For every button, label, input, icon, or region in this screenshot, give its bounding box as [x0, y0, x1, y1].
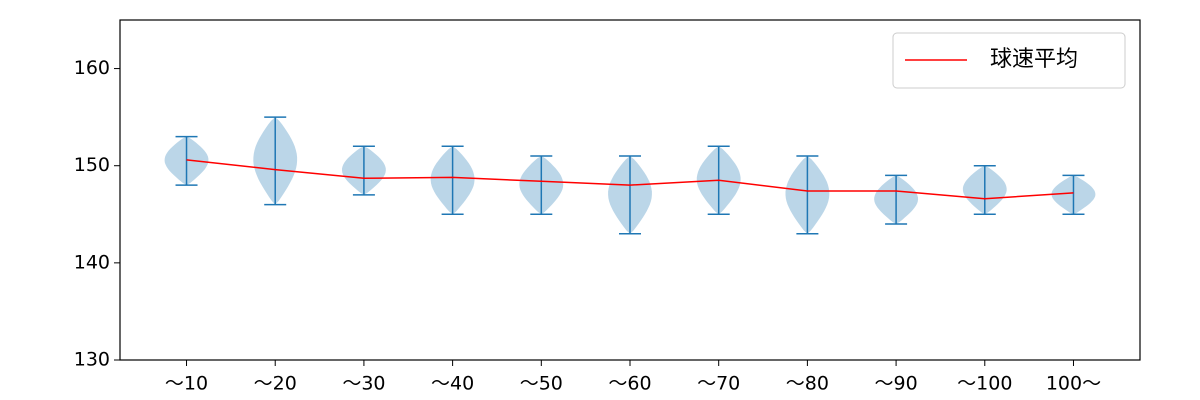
legend-box: [892, 32, 1126, 89]
y-tick-label: 140: [74, 251, 110, 273]
x-tick-label: ～100: [957, 373, 1012, 395]
x-tick-label: 100～: [1046, 373, 1101, 395]
x-tick-label: ～30: [342, 373, 385, 395]
y-tick-label: 130: [74, 349, 110, 371]
x-tick-label: ～80: [786, 373, 829, 395]
x-tick-label: ～10: [165, 373, 208, 395]
x-tick-label: ～40: [431, 373, 474, 395]
legend-label: 球速平均: [990, 47, 1078, 72]
y-tick-label: 150: [74, 154, 110, 176]
x-tick-label: ～70: [697, 373, 740, 395]
x-tick-label: ～50: [520, 373, 563, 395]
mean-line: [186, 159, 1074, 200]
y-tick-label: 160: [74, 57, 110, 79]
x-tick-label: ～60: [608, 373, 651, 395]
x-tick-label: ～90: [874, 373, 917, 395]
x-tick-label: ～20: [254, 373, 297, 395]
